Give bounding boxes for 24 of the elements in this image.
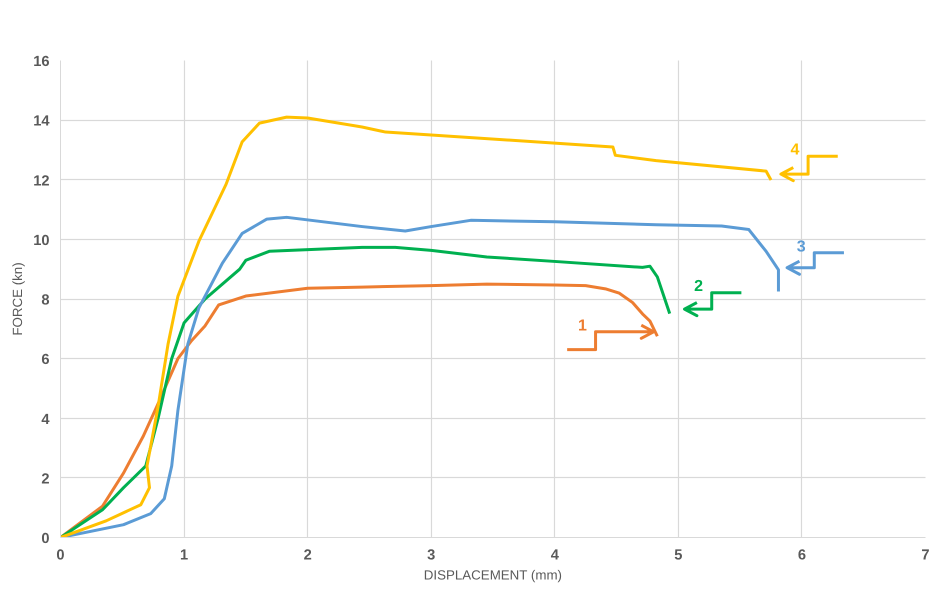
y-tick-label: 6 <box>41 352 50 368</box>
annotation: 3 <box>796 238 806 256</box>
y-axis-title: FORCE (kn) <box>10 262 26 336</box>
x-tick-label: 4 <box>550 548 560 564</box>
y-tick-label: 0 <box>41 531 50 547</box>
x-tick-label: 3 <box>427 548 436 564</box>
x-tick-label: 2 <box>304 548 312 564</box>
y-tick-label: 12 <box>33 173 50 190</box>
x-tick-label: 5 <box>674 548 682 564</box>
annotation: 2 <box>694 278 704 296</box>
y-tick-label: 16 <box>33 54 50 70</box>
x-tick-label: 1 <box>180 548 188 564</box>
x-tick-label: 7 <box>921 548 930 564</box>
line-series <box>60 116 773 538</box>
x-axis-title: DISPLACEMENT (mm) <box>424 568 562 582</box>
x-tick-label: 0 <box>56 548 65 564</box>
y-tick-label: 2 <box>41 471 50 488</box>
x-tick-label: 6 <box>798 548 806 564</box>
y-tick-label: 10 <box>33 232 50 249</box>
annotation: 1 <box>578 317 588 334</box>
annotation: 4 <box>790 142 800 159</box>
y-tick-label: 4 <box>41 412 50 428</box>
y-tick-label: 14 <box>33 114 50 130</box>
y-tick-label: 8 <box>41 292 50 308</box>
